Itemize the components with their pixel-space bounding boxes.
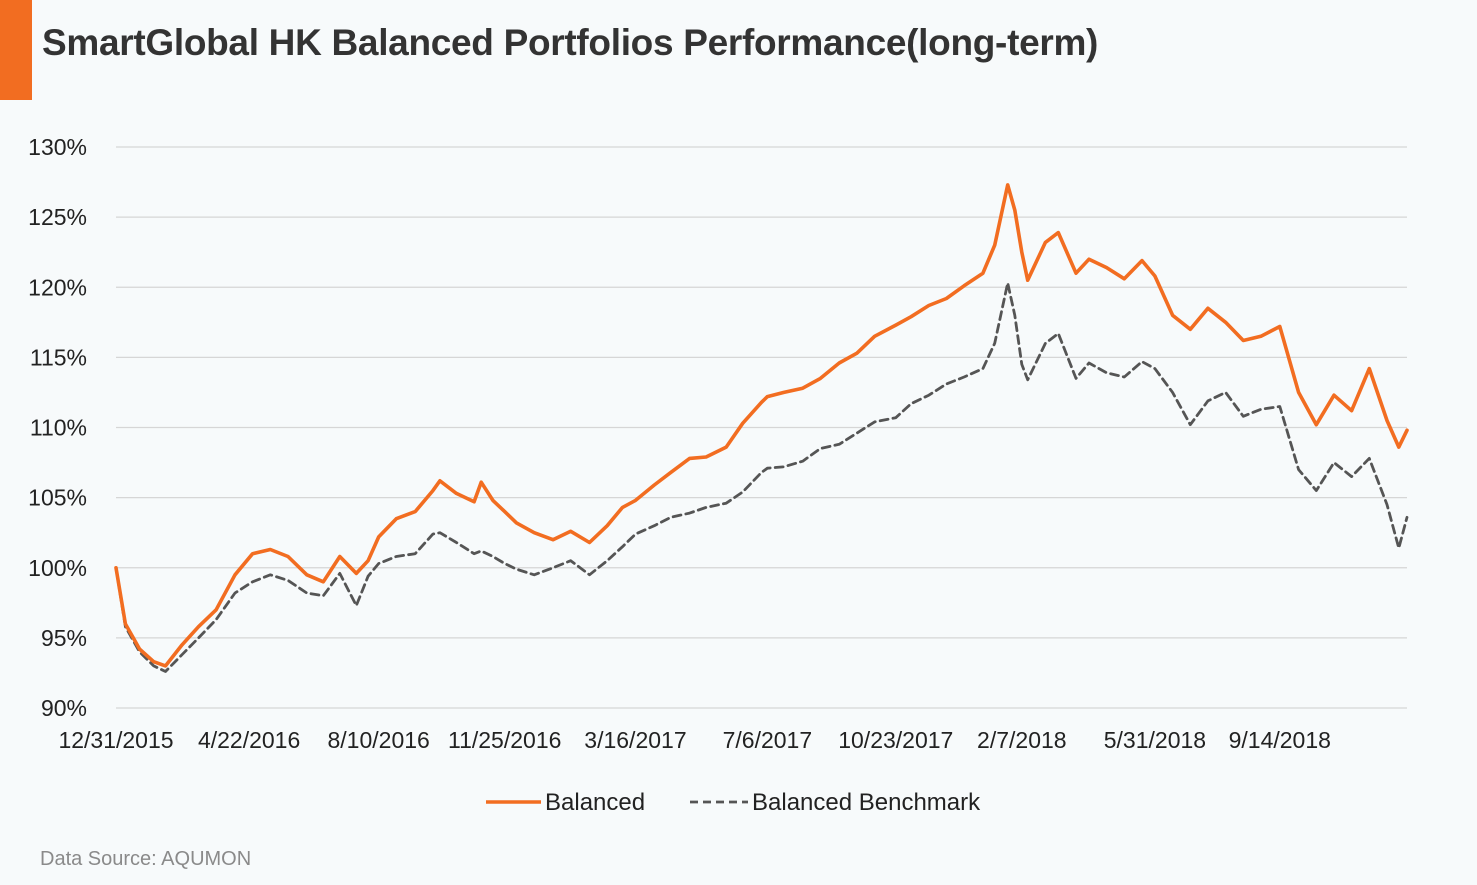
- y-tick-label: 105%: [28, 485, 87, 511]
- x-tick-label: 4/22/2016: [198, 727, 300, 753]
- legend-label-balanced: Balanced: [545, 789, 645, 816]
- y-tick-label: 115%: [30, 344, 87, 370]
- x-tick-label: 5/31/2018: [1104, 727, 1206, 753]
- x-tick-label: 8/10/2016: [328, 727, 430, 753]
- y-tick-label: 120%: [28, 274, 87, 300]
- x-tick-label: 9/14/2018: [1229, 727, 1331, 753]
- y-axis-tick-labels: 90% 95% 100% 105% 110% 115% 120% 125% 130%: [28, 134, 87, 721]
- x-tick-label: 11/25/2016: [448, 727, 561, 753]
- title-accent-bar: [0, 0, 32, 100]
- y-tick-label: 110%: [30, 415, 87, 441]
- x-tick-label: 3/16/2017: [584, 727, 686, 753]
- x-tick-label: 10/23/2017: [838, 727, 953, 753]
- y-tick-label: 95%: [41, 625, 87, 651]
- x-tick-label: 2/7/2018: [977, 727, 1067, 753]
- data-source-note: Data Source: AQUMON: [40, 848, 252, 870]
- y-tick-label: 100%: [28, 555, 87, 581]
- series-line-balanced-benchmark: [114, 281, 1409, 673]
- x-tick-label: 12/31/2015: [58, 727, 173, 753]
- chart-title: SmartGlobal HK Balanced Portfolios Perfo…: [42, 22, 1099, 63]
- x-axis-tick-labels: 12/31/2015 4/22/2016 8/10/2016 11/25/2016 3/…: [58, 727, 1331, 753]
- series-line-balanced: [114, 183, 1409, 668]
- x-tick-label: 7/6/2017: [723, 727, 813, 753]
- legend: Balanced Balanced Benchmark: [486, 789, 981, 816]
- legend-label-benchmark: Balanced Benchmark: [752, 789, 981, 816]
- y-tick-label: 125%: [28, 204, 87, 230]
- series-lines: [114, 183, 1409, 673]
- y-tick-label: 90%: [41, 695, 87, 721]
- gridlines: [116, 146, 1407, 709]
- y-tick-label: 130%: [28, 134, 87, 160]
